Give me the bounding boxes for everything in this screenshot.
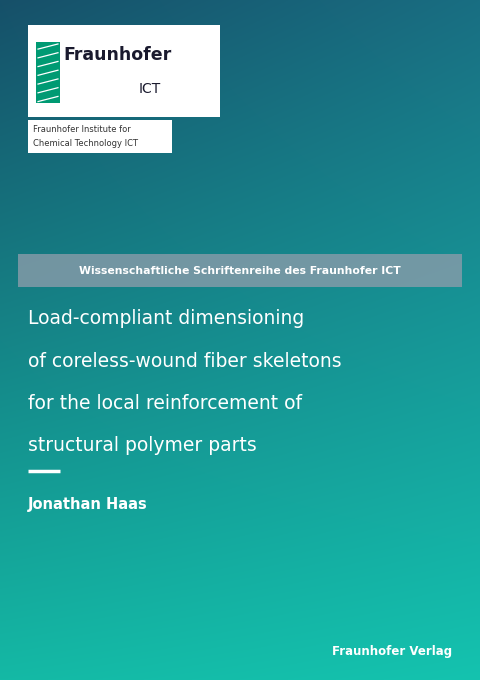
- Text: Fraunhofer Verlag: Fraunhofer Verlag: [332, 645, 452, 658]
- Text: Fraunhofer Institute for: Fraunhofer Institute for: [33, 125, 131, 134]
- Bar: [28, 25, 220, 117]
- Bar: [36, 42, 60, 103]
- Text: Fraunhofer: Fraunhofer: [64, 46, 172, 63]
- Text: of coreless-wound fiber skeletons: of coreless-wound fiber skeletons: [28, 352, 341, 371]
- Text: Wissenschaftliche Schriftenreihe des Fraunhofer ICT: Wissenschaftliche Schriftenreihe des Fra…: [79, 266, 401, 275]
- Text: Jonathan Haas: Jonathan Haas: [28, 497, 147, 512]
- Bar: [28, 120, 172, 153]
- Text: structural polymer parts: structural polymer parts: [28, 436, 257, 455]
- Text: for the local reinforcement of: for the local reinforcement of: [28, 394, 302, 413]
- Text: ICT: ICT: [138, 82, 160, 97]
- Text: Chemical Technology ICT: Chemical Technology ICT: [33, 139, 138, 148]
- Text: Load-compliant dimensioning: Load-compliant dimensioning: [28, 309, 304, 328]
- Bar: [18, 254, 462, 287]
